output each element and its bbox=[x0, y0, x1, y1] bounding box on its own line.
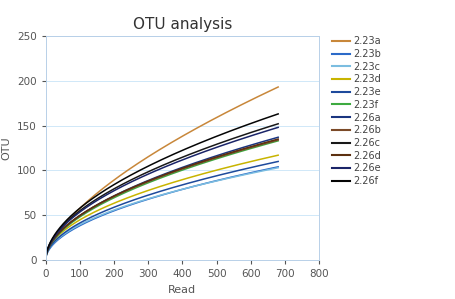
Legend: 2.23a, 2.23b, 2.23c, 2.23d, 2.23e, 2.23f, 2.26a, 2.26b, 2.26c, 2.26d, 2.26e, 2.2: 2.23a, 2.23b, 2.23c, 2.23d, 2.23e, 2.23f… bbox=[332, 36, 381, 186]
Y-axis label: OTU: OTU bbox=[1, 136, 11, 160]
X-axis label: Read: Read bbox=[168, 285, 196, 295]
Title: OTU analysis: OTU analysis bbox=[132, 17, 232, 32]
